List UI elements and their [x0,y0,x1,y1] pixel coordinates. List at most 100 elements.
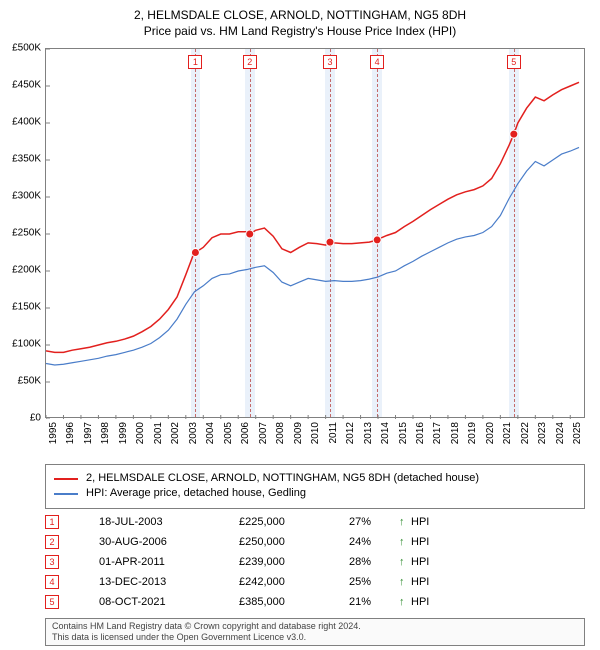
x-tick-label: 2025 [572,422,583,444]
sales-row: 2 30-AUG-2006£250,00024%↑HPI [45,532,585,552]
sales-row-hpi-label: HPI [411,596,429,608]
x-tick-label: 1997 [83,422,94,444]
title-block: 2, HELMSDALE CLOSE, ARNOLD, NOTTINGHAM, … [0,0,600,39]
y-tick-label: £250K [12,228,41,239]
sales-row-date: 13-DEC-2013 [99,576,239,588]
sales-row-price: £385,000 [239,596,349,608]
x-tick-label: 2005 [223,422,234,444]
sales-row-price: £225,000 [239,516,349,528]
sale-point-dot [373,236,381,244]
x-tick-label: 2014 [380,422,391,444]
x-tick-label: 2009 [293,422,304,444]
legend-swatch [54,493,78,495]
arrow-up-icon: ↑ [399,576,411,588]
footer-line2: This data is licensed under the Open Gov… [52,632,578,643]
y-tick-label: £0 [30,413,41,424]
sales-row: 301-APR-2011£239,00028%↑HPI [45,552,585,572]
y-tick-label: £500K [12,43,41,54]
sales-row-date: 30-AUG-2006 [99,536,239,548]
sales-row-hpi-label: HPI [411,516,429,528]
footer-attribution: Contains HM Land Registry data © Crown c… [45,618,585,646]
sales-row-hpi-label: HPI [411,556,429,568]
sales-row-marker: 1 [45,515,59,529]
sales-row-pct: 24% [349,536,399,548]
chart-svg [46,49,586,419]
sale-point-dot [191,249,199,257]
sales-row-price: £239,000 [239,556,349,568]
sales-row-hpi-label: HPI [411,576,429,588]
sales-row-pct: 21% [349,596,399,608]
x-tick-label: 2022 [520,422,531,444]
x-tick-label: 2020 [485,422,496,444]
legend-row: 2, HELMSDALE CLOSE, ARNOLD, NOTTINGHAM, … [54,471,576,486]
sales-row: 5 08-OCT-2021£385,00021%↑HPI [45,592,585,612]
x-tick-label: 2002 [170,422,181,444]
sale-point-dot [510,130,518,138]
title-address: 2, HELMSDALE CLOSE, ARNOLD, NOTTINGHAM, … [0,8,600,24]
arrow-up-icon: ↑ [399,536,411,548]
legend-swatch [54,478,78,480]
x-tick-label: 2019 [467,422,478,444]
y-tick-label: £150K [12,302,41,313]
x-tick-label: 1995 [48,422,59,444]
sales-row: 413-DEC-2013£242,00025%↑HPI [45,572,585,592]
y-tick-label: £450K [12,80,41,91]
sale-marker-callout: 1 [188,55,202,69]
legend-row: HPI: Average price, detached house, Gedl… [54,486,576,501]
sales-row: 1 18-JUL-2003£225,00027%↑HPI [45,512,585,532]
x-tick-label: 2024 [555,422,566,444]
x-tick-label: 2008 [275,422,286,444]
x-tick-label: 2018 [450,422,461,444]
x-tick-label: 2000 [135,422,146,444]
y-tick-label: £200K [12,265,41,276]
x-tick-label: 2017 [432,422,443,444]
x-tick-label: 2004 [205,422,216,444]
x-tick-label: 2001 [153,422,164,444]
y-tick-label: £100K [12,339,41,350]
x-tick-label: 1999 [118,422,129,444]
x-tick-label: 2003 [188,422,199,444]
sale-marker-callout: 2 [243,55,257,69]
sales-row-marker: 3 [45,555,59,569]
sales-row-date: 08-OCT-2021 [99,596,239,608]
sales-row-pct: 28% [349,556,399,568]
x-tick-label: 2023 [537,422,548,444]
x-axis: 1995 1996 1997 1998 1999 2000 2001 2002 2003 2004… [45,418,585,458]
sales-row-marker: 5 [45,595,59,609]
x-tick-label: 2010 [310,422,321,444]
sales-row-pct: 27% [349,516,399,528]
arrow-up-icon: ↑ [399,596,411,608]
sales-row-hpi-label: HPI [411,536,429,548]
x-tick-label: 2011 [328,422,339,444]
x-tick-label: 1996 [65,422,76,444]
sale-point-dot [246,230,254,238]
y-tick-label: £400K [12,117,41,128]
x-tick-label: 2016 [415,422,426,444]
sales-row-date: 18-JUL-2003 [99,516,239,528]
x-tick-label: 2012 [345,422,356,444]
legend-label: 2, HELMSDALE CLOSE, ARNOLD, NOTTINGHAM, … [86,471,479,486]
x-tick-label: 2013 [363,422,374,444]
sale-marker-callout: 5 [507,55,521,69]
sales-row-marker: 2 [45,535,59,549]
sale-marker-callout: 3 [323,55,337,69]
title-subtitle: Price paid vs. HM Land Registry's House … [0,24,600,40]
arrow-up-icon: ↑ [399,516,411,528]
arrow-up-icon: ↑ [399,556,411,568]
x-tick-label: 1998 [100,422,111,444]
sale-marker-callout: 4 [370,55,384,69]
chart-plot-area: 1 2 3 4 5 [45,48,585,418]
sales-row-marker: 4 [45,575,59,589]
legend-label: HPI: Average price, detached house, Gedl… [86,486,306,501]
y-tick-label: £50K [18,376,41,387]
x-tick-label: 2015 [398,422,409,444]
y-tick-label: £350K [12,154,41,165]
x-tick-label: 2007 [258,422,269,444]
legend-box: 2, HELMSDALE CLOSE, ARNOLD, NOTTINGHAM, … [45,464,585,509]
sales-row-price: £250,000 [239,536,349,548]
sales-table: 118-JUL-2003£225,00027%↑HPI230-AUG-2006£… [45,512,585,612]
footer-line1: Contains HM Land Registry data © Crown c… [52,621,578,632]
x-tick-label: 2021 [502,422,513,444]
chart-container: 2, HELMSDALE CLOSE, ARNOLD, NOTTINGHAM, … [0,0,600,650]
sale-point-dot [326,238,334,246]
